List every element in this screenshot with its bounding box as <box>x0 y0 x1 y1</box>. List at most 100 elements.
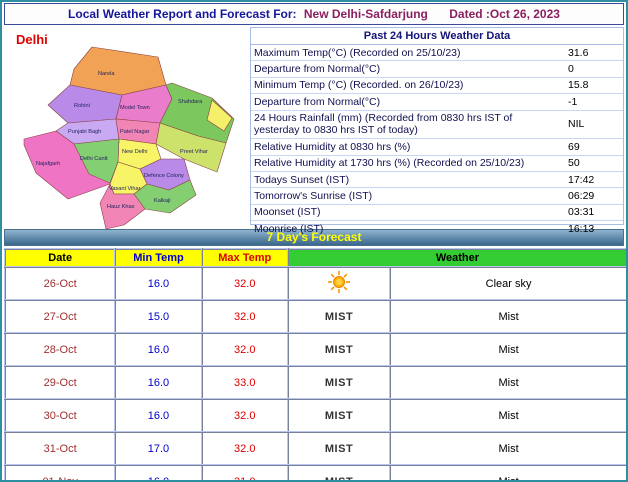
weather-desc-cell: Mist <box>389 464 626 480</box>
forecast-row: 28-Oct 16.0 32.0 MIST Mist <box>3 332 626 367</box>
mist-label: MIST <box>324 442 354 455</box>
report-header: Local Weather Report and Forecast For: N… <box>4 3 624 25</box>
weather-desc-cell: Mist <box>389 398 626 433</box>
past24-row: 24 Hours Rainfall (mm) (Recorded from 08… <box>251 109 623 139</box>
min-temp-cell: 17.0 <box>114 431 203 466</box>
weather-icon-cell: MIST <box>286 431 392 466</box>
past24-row: Relative Humidity at 0830 hrs (%) 69 <box>251 138 623 156</box>
map-label: Defence Colony <box>144 173 184 179</box>
past24-table: Maximum Temp(°C) (Recorded on 25/10/23) … <box>251 45 623 237</box>
past24-label: Relative Humidity at 0830 hrs (%) <box>251 138 562 156</box>
map-label: Vasant Vihar <box>109 186 141 192</box>
sun-icon <box>328 271 351 293</box>
past24-row: Todays Sunset (IST) 17:42 <box>251 170 623 188</box>
max-temp-cell: 32.0 <box>200 398 289 433</box>
weather-icon-cell: MIST <box>286 299 392 334</box>
mist-label: MIST <box>324 475 354 482</box>
past24-row: Tomorrow's Sunrise (IST) 06:29 <box>251 187 623 205</box>
mist-label: MIST <box>324 409 354 422</box>
date-cell: 31-Oct <box>3 431 117 466</box>
map-label: Preet Vihar <box>180 149 208 155</box>
past24-label: Moonset (IST) <box>251 203 562 221</box>
date-cell: 27-Oct <box>3 299 117 334</box>
forecast-row: 27-Oct 15.0 32.0 MIST Mist <box>3 299 626 334</box>
district-kalkaji <box>133 179 197 214</box>
forecast-table: Date Min Temp Max Temp Weather 26-Oct 16… <box>3 248 626 482</box>
min-temp-cell: 16.0 <box>114 266 203 301</box>
station-name: New Delhi-Safdarjung <box>303 7 428 21</box>
weather-desc-cell: Mist <box>389 365 626 400</box>
mist-label: MIST <box>324 376 354 389</box>
weather-icon-cell: MIST <box>286 332 392 367</box>
past24-value: 31.6 <box>568 46 589 59</box>
district-hauz-khas <box>99 183 146 230</box>
past24-label: Todays Sunset (IST) <box>251 170 562 188</box>
map-label: Shahdara <box>178 99 203 105</box>
map-label: Patel Nagar <box>120 129 150 135</box>
min-temp-cell: 16.0 <box>114 365 203 400</box>
past24-label: Maximum Temp(°C) (Recorded on 25/10/23) <box>254 46 461 59</box>
weather-desc-cell: Mist <box>389 299 626 334</box>
past24-value: 03:31 <box>562 203 623 221</box>
date-cell: 28-Oct <box>3 332 117 367</box>
past24-value: NIL <box>562 109 623 139</box>
min-temp-cell: 16.0 <box>114 464 203 480</box>
map-label: Narela <box>98 71 115 77</box>
past24-row: Departure from Normal(°C) 0 <box>251 60 623 78</box>
max-temp-cell: 32.0 <box>200 332 289 367</box>
past24-title: Past 24 Hours Weather Data <box>251 28 623 45</box>
weather-icon-cell: MIST <box>286 365 392 400</box>
weather-desc-cell: Mist <box>389 332 626 367</box>
weather-icon-cell <box>286 266 392 301</box>
forecast-row: 29-Oct 16.0 33.0 MIST Mist <box>3 365 626 400</box>
past24-row: Departure from Normal(°C) -1 <box>251 93 623 110</box>
top-section: Delhi Narela Rohini Model Town <box>4 27 624 237</box>
forecast-header-row: Date Min Temp Max Temp Weather <box>3 248 626 268</box>
delhi-map-panel: Delhi Narela Rohini Model Town <box>4 27 250 230</box>
map-label: Kalkaji <box>154 198 170 204</box>
map-label: Hauz Khas <box>107 204 135 210</box>
past24-value: 50 <box>562 154 623 172</box>
max-temp-cell: 31.0 <box>200 464 289 480</box>
weather-icon-cell: MIST <box>286 398 392 433</box>
column-header-weather: Weather <box>286 248 626 268</box>
past24-label: Tomorrow's Sunrise (IST) <box>251 187 562 205</box>
past24-value: 0 <box>562 60 623 78</box>
forecast-row: 31-Oct 17.0 32.0 MIST Mist <box>3 431 626 466</box>
mist-label: MIST <box>324 310 354 323</box>
past24-value: 15.8 <box>562 76 623 94</box>
report-title: Local Weather Report and Forecast For: <box>68 7 297 21</box>
min-temp-cell: 15.0 <box>114 299 203 334</box>
max-temp-cell: 32.0 <box>200 299 289 334</box>
map-label: Rohini <box>74 103 90 109</box>
mist-label: MIST <box>324 343 354 356</box>
past24-row: Minimum Temp (°C) (Recorded. on 26/10/23… <box>251 76 623 94</box>
forecast-row: 30-Oct 16.0 32.0 MIST Mist <box>3 398 626 433</box>
forecast-row: 26-Oct 16.0 32.0 Clear sky <box>3 266 626 301</box>
past24-label: 24 Hours Rainfall (mm) (Recorded from 08… <box>251 109 562 139</box>
map-region-label: Delhi <box>16 32 48 47</box>
past24-label: Relative Humidity at 1730 hrs (%) (Recor… <box>251 154 562 172</box>
past24-row: Moonset (IST) 03:31 <box>251 203 623 221</box>
map-label: Model Town <box>120 105 150 111</box>
max-temp-cell: 32.0 <box>200 431 289 466</box>
max-temp-cell: 32.0 <box>200 266 289 301</box>
forecast-row: 01-Nov 16.0 31.0 MIST Mist <box>3 464 626 482</box>
date-cell: 30-Oct <box>3 398 117 433</box>
map-label: Punjabi Bagh <box>68 129 101 135</box>
delhi-district-map: Narela Rohini Model Town Shahdara Punjab… <box>23 46 235 230</box>
past24-row: Relative Humidity at 1730 hrs (%) (Recor… <box>251 154 623 172</box>
column-header-date: Date <box>3 248 117 268</box>
past24-row: Maximum Temp(°C) (Recorded on 25/10/23) … <box>251 45 623 61</box>
date-cell: 01-Nov <box>3 464 117 480</box>
past-24-hours-panel: Past 24 Hours Weather Data Maximum Temp(… <box>250 27 624 237</box>
map-label: New Delhi <box>122 149 148 155</box>
district-seemapuri <box>206 99 233 132</box>
report-date: Dated :Oct 26, 2023 <box>449 7 560 21</box>
min-temp-cell: 16.0 <box>114 398 203 433</box>
date-cell: 29-Oct <box>3 365 117 400</box>
date-cell: 26-Oct <box>3 266 117 301</box>
past24-value: 69 <box>562 138 623 156</box>
past24-value: 16:13 <box>562 220 623 237</box>
